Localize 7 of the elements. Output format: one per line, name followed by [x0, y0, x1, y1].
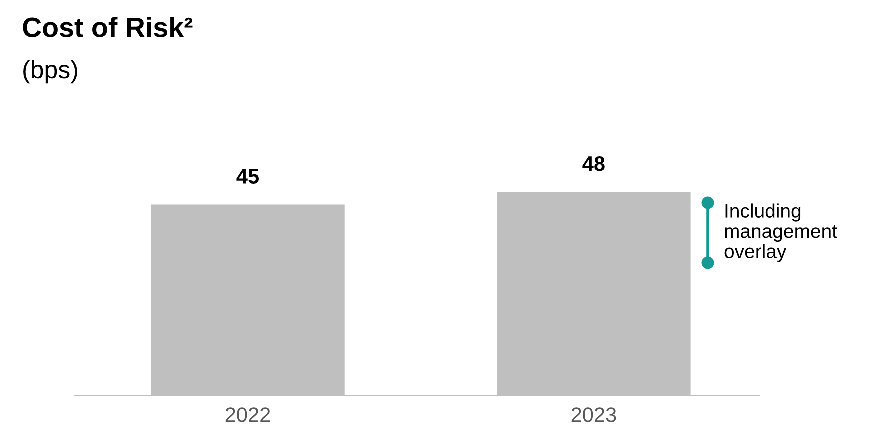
data-label: 45: [236, 169, 259, 184]
annotation: Including management overlay: [724, 204, 838, 262]
chart-title: Cost of Risk²: [23, 17, 193, 38]
chart-subtitle: (bps): [24, 60, 78, 84]
data-label: 48: [582, 156, 605, 172]
x-tick-label: 2023: [572, 408, 616, 422]
x-tick-label: 2022: [226, 408, 270, 422]
